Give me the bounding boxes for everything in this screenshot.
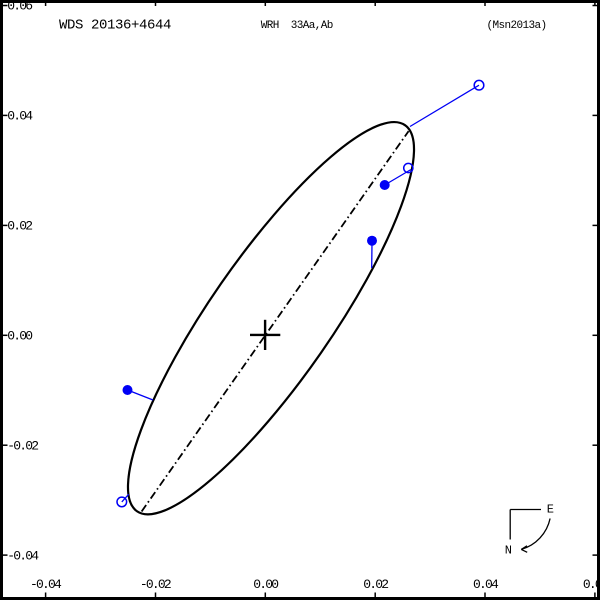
svg-text:0.06: 0.06: [583, 577, 600, 592]
svg-text:0.00: 0.00: [253, 577, 278, 592]
svg-text:N: N: [505, 544, 512, 558]
svg-text:E: E: [547, 502, 554, 516]
svg-text:0.04: 0.04: [7, 109, 33, 124]
svg-text:-0.02: -0.02: [140, 577, 171, 592]
svg-text:0.04: 0.04: [473, 577, 499, 592]
svg-text:-0.02: -0.02: [7, 438, 38, 453]
svg-text:WRH 33Aa,Ab: WRH 33Aa,Ab: [261, 20, 333, 32]
svg-text:0.00: 0.00: [7, 329, 32, 344]
svg-text:0.06: 0.06: [7, 0, 32, 14]
svg-text:0.02: 0.02: [363, 577, 388, 592]
svg-text:WDS 20136+4644: WDS 20136+4644: [59, 17, 171, 33]
svg-text:-0.04: -0.04: [7, 548, 39, 563]
svg-text:0.02: 0.02: [7, 219, 32, 234]
svg-text:(Msn2013a): (Msn2013a): [487, 20, 547, 32]
svg-text:-0.04: -0.04: [30, 577, 62, 592]
